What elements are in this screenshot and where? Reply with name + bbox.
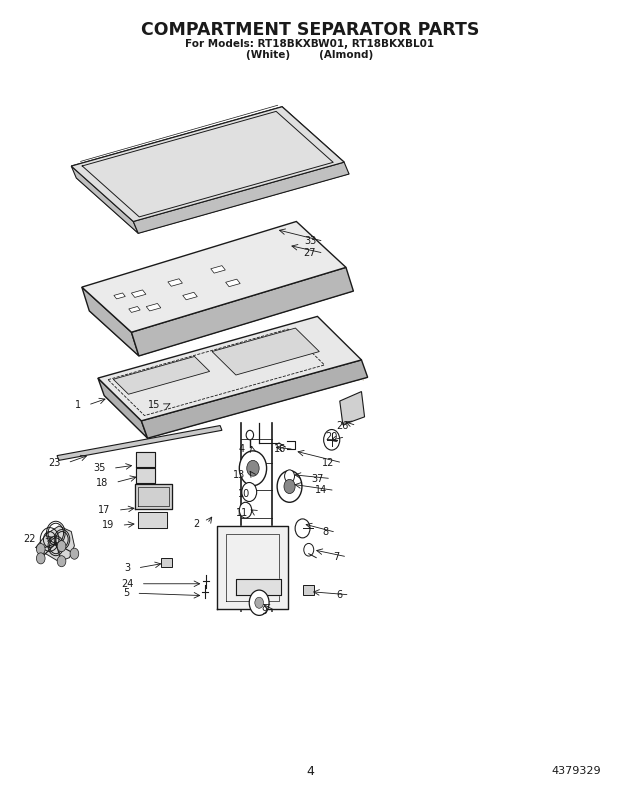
Polygon shape	[212, 328, 319, 375]
Text: 11: 11	[236, 508, 248, 517]
Text: 24: 24	[121, 579, 133, 589]
Text: 1: 1	[74, 400, 81, 410]
Circle shape	[239, 451, 267, 486]
Text: 14: 14	[315, 486, 327, 495]
Text: 23: 23	[48, 458, 60, 467]
Text: 8: 8	[322, 528, 329, 537]
Polygon shape	[129, 306, 140, 312]
Polygon shape	[236, 579, 281, 595]
Polygon shape	[135, 484, 172, 509]
Circle shape	[57, 540, 66, 551]
Circle shape	[242, 483, 257, 501]
Text: 27: 27	[304, 248, 316, 258]
Text: 17: 17	[98, 505, 110, 515]
Text: For Models: RT18BKXBW01, RT18BKXBL01: For Models: RT18BKXBW01, RT18BKXBL01	[185, 39, 435, 48]
Text: 5: 5	[123, 589, 129, 598]
Text: 3: 3	[124, 563, 130, 573]
Text: 35: 35	[93, 464, 105, 473]
Text: 15: 15	[148, 400, 160, 410]
Bar	[303, 585, 314, 595]
Polygon shape	[183, 293, 197, 300]
Circle shape	[295, 519, 310, 538]
Polygon shape	[98, 316, 361, 421]
Text: 26: 26	[337, 421, 349, 430]
Circle shape	[249, 590, 269, 615]
Circle shape	[284, 479, 295, 494]
Polygon shape	[340, 392, 365, 425]
Text: 13: 13	[232, 470, 245, 479]
Polygon shape	[136, 452, 155, 467]
Circle shape	[246, 430, 254, 440]
Circle shape	[247, 460, 259, 476]
Polygon shape	[82, 221, 346, 332]
Text: 33: 33	[304, 237, 316, 246]
Polygon shape	[138, 512, 167, 528]
Circle shape	[70, 548, 79, 559]
Text: (White)        (Almond): (White) (Almond)	[246, 50, 374, 59]
Polygon shape	[71, 107, 344, 221]
Circle shape	[285, 470, 294, 483]
Polygon shape	[168, 278, 182, 286]
Text: 6: 6	[336, 590, 342, 600]
Polygon shape	[98, 378, 148, 438]
Polygon shape	[131, 290, 146, 297]
Polygon shape	[133, 162, 349, 233]
Text: 22: 22	[24, 535, 36, 544]
Circle shape	[304, 543, 314, 556]
Polygon shape	[104, 334, 368, 438]
Text: 7: 7	[334, 552, 340, 562]
Polygon shape	[226, 279, 240, 286]
Circle shape	[324, 430, 340, 450]
Polygon shape	[141, 360, 368, 438]
Text: COMPARTMENT SEPARATOR PARTS: COMPARTMENT SEPARATOR PARTS	[141, 21, 479, 39]
Text: 20: 20	[326, 432, 338, 441]
Circle shape	[37, 553, 45, 564]
Polygon shape	[76, 119, 349, 233]
Circle shape	[57, 556, 66, 567]
Polygon shape	[136, 468, 155, 483]
Circle shape	[277, 471, 302, 502]
Text: 16: 16	[274, 445, 286, 454]
Polygon shape	[57, 426, 222, 460]
Text: 19: 19	[102, 520, 114, 530]
Circle shape	[239, 502, 252, 518]
Polygon shape	[217, 526, 288, 609]
Polygon shape	[36, 526, 74, 562]
Text: 9: 9	[262, 606, 268, 615]
Polygon shape	[146, 304, 161, 311]
Polygon shape	[211, 266, 225, 273]
Text: 10: 10	[238, 489, 250, 498]
Bar	[161, 558, 172, 567]
Text: 12: 12	[322, 458, 335, 467]
Polygon shape	[71, 166, 138, 233]
Polygon shape	[114, 293, 125, 299]
Polygon shape	[89, 245, 353, 356]
Polygon shape	[113, 357, 210, 394]
Text: 4: 4	[306, 765, 314, 778]
Polygon shape	[131, 267, 353, 356]
Text: 18: 18	[95, 478, 108, 487]
Text: 2: 2	[193, 519, 200, 528]
Text: 4: 4	[239, 445, 245, 454]
Circle shape	[37, 543, 45, 554]
Text: 4379329: 4379329	[552, 766, 601, 776]
Text: 37: 37	[311, 474, 324, 483]
Polygon shape	[71, 107, 344, 221]
Text: 4eplacementParts.com: 4eplacementParts.com	[229, 371, 366, 384]
Polygon shape	[82, 287, 139, 356]
Circle shape	[255, 597, 264, 608]
